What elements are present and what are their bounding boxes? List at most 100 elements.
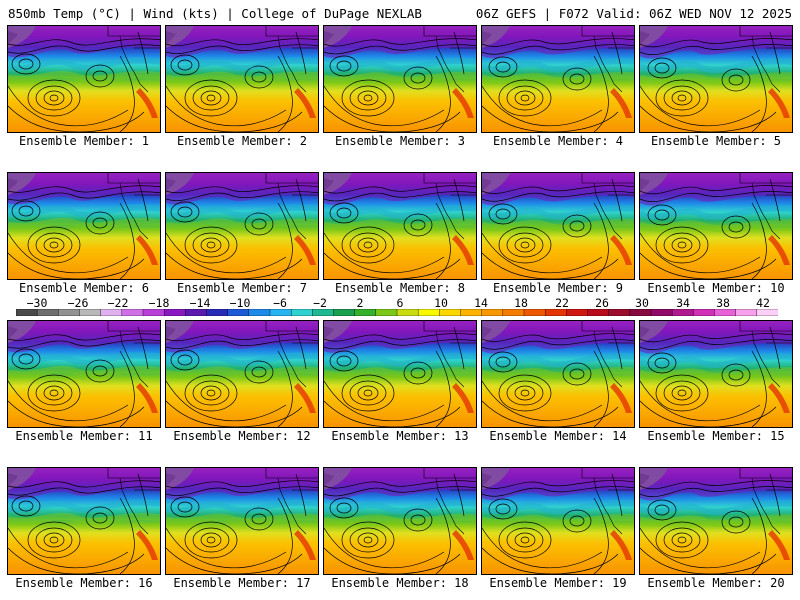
colorbar-tick-label: 30	[635, 296, 649, 310]
colorbar-swatch	[142, 309, 165, 316]
ensemble-member-label: Ensemble Member: 8	[334, 281, 466, 295]
product-title: 850mb Temp (°C) | Wind (kts) | College o…	[8, 6, 422, 21]
colorbar-swatch	[185, 309, 208, 316]
colorbar-swatch	[650, 309, 673, 316]
map-frame	[639, 25, 793, 133]
ensemble-member-label: Ensemble Member: 3	[334, 134, 466, 148]
ensemble-member-panel: Ensemble Member: 13	[323, 320, 477, 443]
colorbar-swatch	[523, 309, 546, 316]
temperature-wind-map	[324, 173, 476, 279]
temperature-wind-map	[8, 468, 160, 574]
map-frame	[481, 172, 635, 280]
ensemble-member-panel: Ensemble Member: 12	[165, 320, 319, 443]
colorbar-tick-label: 18	[514, 296, 528, 310]
colorbar-swatch	[714, 309, 737, 316]
colorbar-swatch	[671, 309, 695, 316]
map-frame	[165, 172, 319, 280]
colorbar-swatches	[16, 309, 778, 316]
colorbar-tick-label: 34	[676, 296, 690, 310]
ensemble-member-label: Ensemble Member: 14	[489, 429, 627, 443]
ensemble-member-panel: Ensemble Member: 11	[7, 320, 161, 443]
map-frame	[639, 467, 793, 575]
valid-time-title: 06Z GEFS | F072 Valid: 06Z WED NOV 12 20…	[475, 6, 792, 21]
colorbar-tick-label: −22	[107, 296, 129, 310]
ensemble-member-label: Ensemble Member: 6	[18, 281, 150, 295]
map-frame	[323, 320, 477, 428]
temperature-wind-map	[640, 321, 792, 427]
temperature-wind-map	[324, 468, 476, 574]
ensemble-member-panel: Ensemble Member: 4	[481, 25, 635, 148]
colorbar-swatch	[608, 309, 631, 316]
temperature-wind-map	[8, 173, 160, 279]
colorbar-swatch	[629, 309, 652, 316]
ensemble-member-panel: Ensemble Member: 8	[323, 172, 477, 295]
colorbar-tick-label: −30	[26, 296, 48, 310]
ensemble-member-label: Ensemble Member: 17	[173, 576, 311, 590]
map-frame	[481, 467, 635, 575]
colorbar-tick-label: 2	[356, 296, 364, 310]
colorbar-swatch	[163, 309, 187, 316]
colorbar-swatch	[16, 309, 38, 316]
map-frame	[165, 320, 319, 428]
colorbar-swatch	[566, 309, 589, 316]
ensemble-member-panel: Ensemble Member: 17	[165, 467, 319, 590]
temperature-colorbar: −30 −26 −22 −18 −14 −10 −6 −2 2 6 10 14 …	[0, 296, 800, 320]
temperature-wind-map	[324, 321, 476, 427]
temperature-wind-map	[324, 26, 476, 132]
ensemble-member-panel: Ensemble Member: 19	[481, 467, 635, 590]
colorbar-swatch	[693, 309, 716, 316]
colorbar-tick-label: −6	[273, 296, 287, 310]
ensemble-member-panel: Ensemble Member: 5	[639, 25, 793, 148]
colorbar-swatch	[206, 309, 229, 316]
ensemble-member-panel: Ensemble Member: 18	[323, 467, 477, 590]
map-frame	[7, 320, 161, 428]
ensemble-member-panel: Ensemble Member: 3	[323, 25, 477, 148]
colorbar-swatch	[227, 309, 250, 316]
temperature-wind-map	[166, 468, 318, 574]
map-frame	[639, 172, 793, 280]
colorbar-tick-label: 42	[756, 296, 770, 310]
ensemble-member-panel: Ensemble Member: 2	[165, 25, 319, 148]
colorbar-swatch	[333, 309, 356, 316]
colorbar-swatch	[460, 309, 483, 316]
colorbar-swatch	[312, 309, 335, 316]
temperature-wind-map	[482, 26, 634, 132]
colorbar-swatch	[79, 309, 102, 316]
ensemble-member-panel: Ensemble Member: 20	[639, 467, 793, 590]
temperature-wind-map	[640, 173, 792, 279]
temperature-wind-map	[482, 321, 634, 427]
ensemble-member-label: Ensemble Member: 20	[647, 576, 785, 590]
temperature-wind-map	[482, 468, 634, 574]
colorbar-tick-label: −18	[148, 296, 170, 310]
colorbar-tick-label: 26	[595, 296, 609, 310]
ensemble-member-panel: Ensemble Member: 7	[165, 172, 319, 295]
ensemble-member-label: Ensemble Member: 15	[647, 429, 785, 443]
ensemble-member-label: Ensemble Member: 7	[176, 281, 308, 295]
colorbar-swatch	[58, 309, 81, 316]
ensemble-member-label: Ensemble Member: 9	[492, 281, 624, 295]
ensemble-member-label: Ensemble Member: 5	[650, 134, 782, 148]
colorbar-swatch	[269, 309, 292, 316]
ensemble-member-panel: Ensemble Member: 10	[639, 172, 793, 295]
map-frame	[323, 467, 477, 575]
ensemble-member-panel: Ensemble Member: 6	[7, 172, 161, 295]
map-frame	[7, 25, 161, 133]
colorbar-tick-label: 14	[474, 296, 488, 310]
ensemble-member-label: Ensemble Member: 13	[331, 429, 469, 443]
ensemble-member-panel: Ensemble Member: 1	[7, 25, 161, 148]
colorbar-swatch	[121, 309, 144, 316]
colorbar-tick-label: −10	[229, 296, 251, 310]
colorbar-swatch	[354, 309, 377, 316]
ensemble-member-panel: Ensemble Member: 15	[639, 320, 793, 443]
map-frame	[323, 25, 477, 133]
map-frame	[481, 25, 635, 133]
map-frame	[165, 467, 319, 575]
ensemble-member-label: Ensemble Member: 10	[647, 281, 785, 295]
temperature-wind-map	[8, 26, 160, 132]
colorbar-swatch	[439, 309, 462, 316]
temperature-wind-map	[166, 173, 318, 279]
colorbar-swatch	[735, 309, 758, 316]
colorbar-swatch	[396, 309, 419, 316]
colorbar-swatch	[481, 309, 504, 316]
ensemble-member-panel: Ensemble Member: 9	[481, 172, 635, 295]
